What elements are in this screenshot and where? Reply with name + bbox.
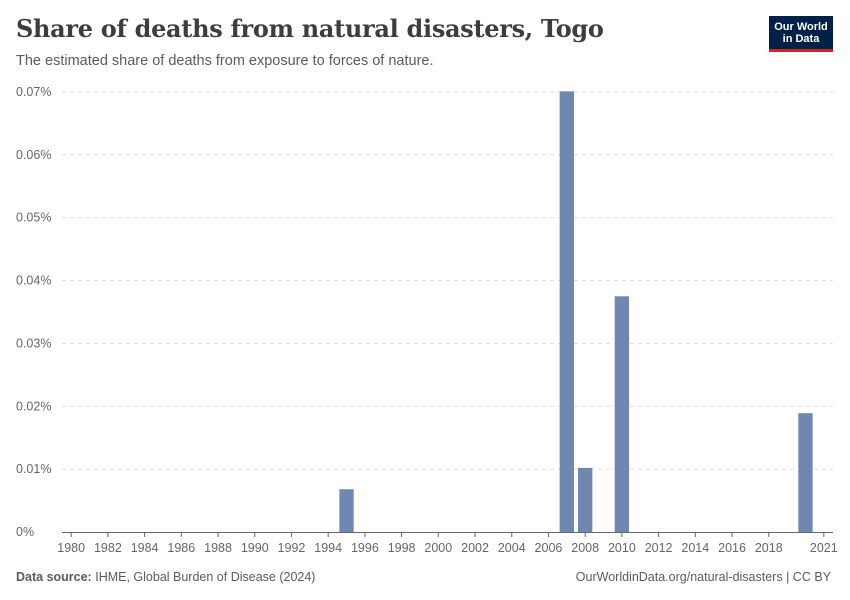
x-tick-label: 2000 (424, 541, 452, 555)
x-tick-label: 2018 (755, 541, 783, 555)
x-tick-label: 1980 (57, 541, 85, 555)
x-tick-label: 2016 (718, 541, 746, 555)
x-tick-label: 2010 (608, 541, 636, 555)
bar-2020 (798, 413, 813, 532)
bar-2007 (559, 91, 574, 532)
x-tick-label: 2008 (571, 541, 599, 555)
bar-1995 (339, 489, 354, 532)
data-source-text[interactable]: IHME, Global Burden of Disease (2024) (95, 570, 316, 584)
logo-line-1: Our World (774, 20, 828, 33)
y-tick-label: 0.04% (16, 274, 51, 288)
x-tick-label: 1996 (351, 541, 379, 555)
x-tick-label: 1988 (204, 541, 232, 555)
x-tick-label: 1992 (278, 541, 306, 555)
footer-link[interactable]: OurWorldinData.org/natural-disasters | C… (575, 570, 831, 584)
x-tick-label: 1998 (388, 541, 416, 555)
y-tick-label: 0% (16, 525, 34, 539)
y-tick-label: 0.02% (16, 399, 51, 413)
x-tick-label: 1994 (314, 541, 342, 555)
data-source-label: Data source: (16, 570, 92, 584)
chart-subtitle: The estimated share of deaths from expos… (16, 53, 434, 69)
x-tick-label: 1990 (241, 541, 269, 555)
x-tick-label: 1984 (131, 541, 159, 555)
x-tick-label: 2004 (498, 541, 526, 555)
x-tick-label: 1986 (167, 541, 195, 555)
bar-2010 (614, 296, 630, 532)
x-tick-label: 2012 (645, 541, 673, 555)
x-tick-label: 2002 (461, 541, 489, 555)
x-tick-label: 1982 (94, 541, 122, 555)
data-source: Data source: IHME, Global Burden of Dise… (16, 570, 315, 584)
logo-line-2: in Data (782, 32, 820, 45)
x-tick-label: 2006 (535, 541, 563, 555)
x-tick-label: 2021 (810, 541, 838, 555)
x-tick-label: 2014 (681, 541, 709, 555)
y-tick-label: 0.05% (16, 211, 51, 225)
y-tick-label: 0.01% (16, 462, 51, 476)
y-tick-label: 0.06% (16, 148, 51, 162)
y-tick-label: 0.03% (16, 336, 51, 350)
y-tick-label: 0.07% (16, 85, 51, 99)
owid-logo[interactable]: Our World in Data (769, 16, 833, 52)
chart-title: Share of deaths from natural disasters, … (16, 14, 604, 43)
bar-2008 (578, 467, 593, 532)
